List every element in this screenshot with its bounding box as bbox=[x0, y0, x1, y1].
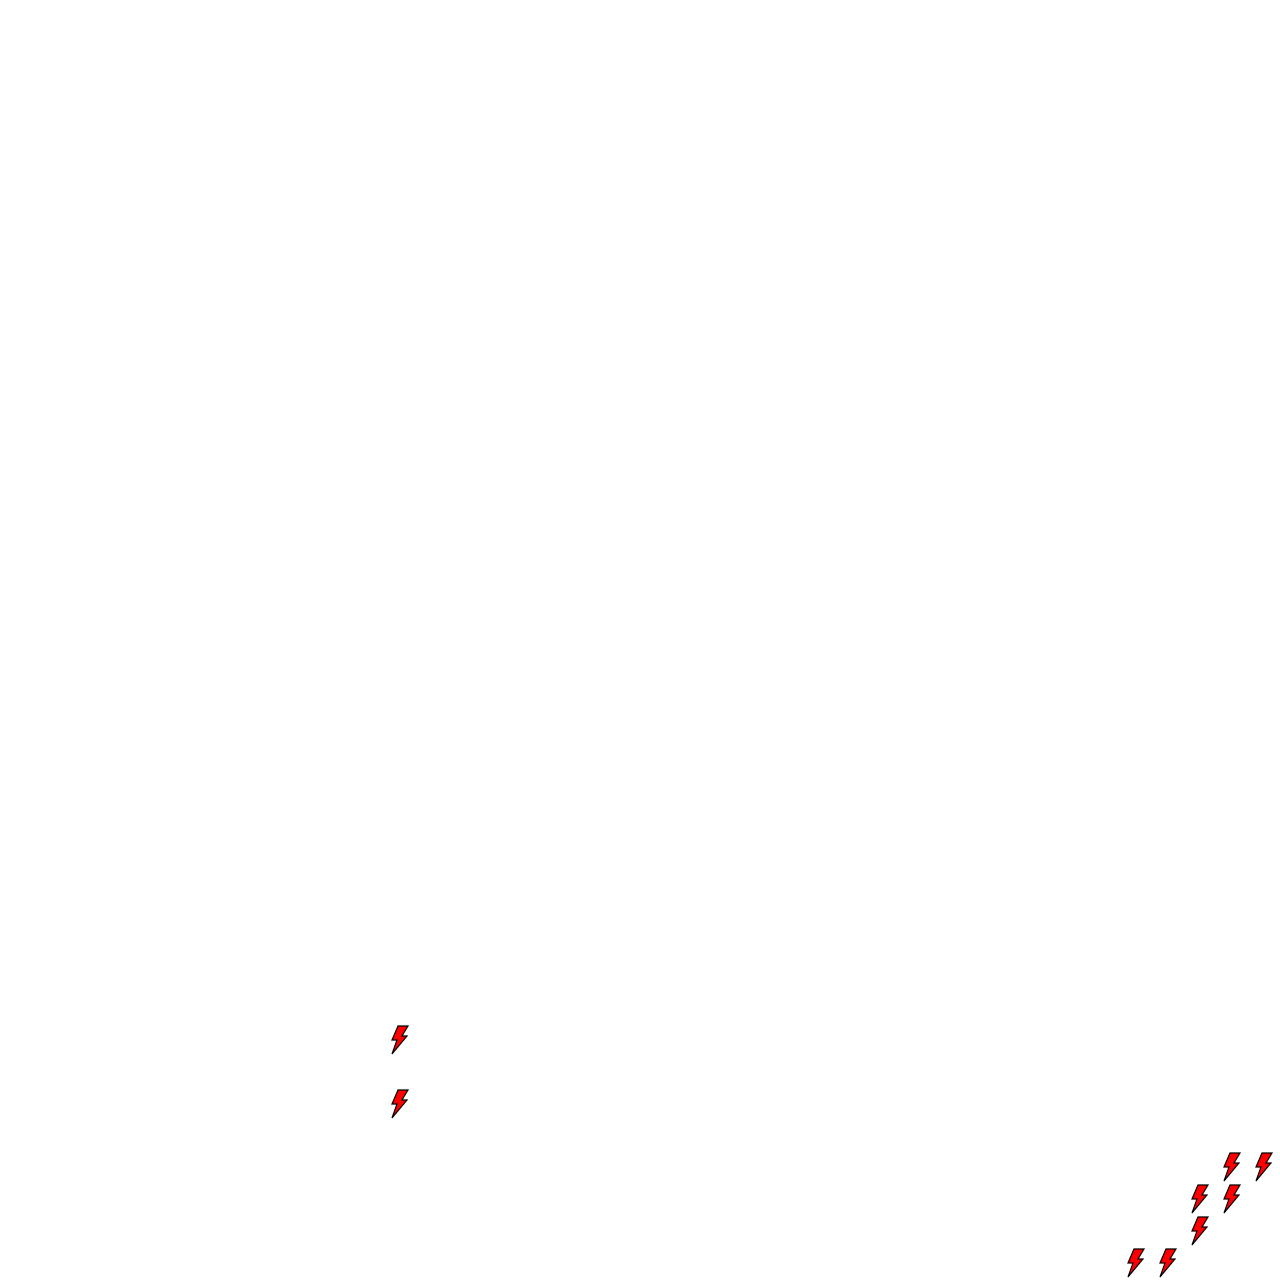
lightning-bolt-icon bbox=[1254, 1152, 1274, 1182]
lightning-bolt-icon bbox=[1222, 1152, 1242, 1182]
lightning-bolt-icon bbox=[1158, 1248, 1178, 1278]
lightning-bolt-icon bbox=[1190, 1216, 1210, 1246]
lightning-bolt-icon bbox=[1190, 1184, 1210, 1214]
lightning-bolt-icon bbox=[1222, 1184, 1242, 1214]
lightning-bolt-icon bbox=[1126, 1248, 1146, 1278]
lightning-bolt-icon bbox=[390, 1025, 410, 1055]
lightning-bolt-icon bbox=[390, 1089, 410, 1119]
